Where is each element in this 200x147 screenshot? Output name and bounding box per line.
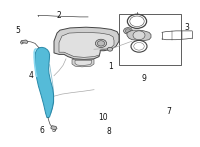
Polygon shape [59, 32, 114, 57]
Text: 8: 8 [107, 127, 111, 136]
Text: 10: 10 [98, 113, 108, 122]
Circle shape [125, 29, 131, 33]
Text: 3: 3 [185, 23, 189, 32]
Polygon shape [35, 47, 54, 118]
Polygon shape [127, 30, 151, 40]
Text: 6: 6 [40, 126, 44, 135]
Text: 4: 4 [29, 71, 33, 80]
Text: 7: 7 [167, 107, 171, 116]
Polygon shape [54, 27, 119, 60]
Circle shape [95, 39, 107, 47]
Text: 1: 1 [109, 62, 113, 71]
Polygon shape [75, 60, 92, 66]
Circle shape [97, 41, 105, 46]
Polygon shape [72, 60, 94, 67]
Circle shape [124, 28, 132, 34]
Text: 5: 5 [16, 26, 20, 35]
Polygon shape [22, 40, 28, 43]
Circle shape [107, 47, 113, 51]
Text: 2: 2 [57, 11, 61, 20]
Text: 9: 9 [142, 74, 146, 83]
Circle shape [133, 31, 145, 40]
Polygon shape [51, 126, 57, 130]
